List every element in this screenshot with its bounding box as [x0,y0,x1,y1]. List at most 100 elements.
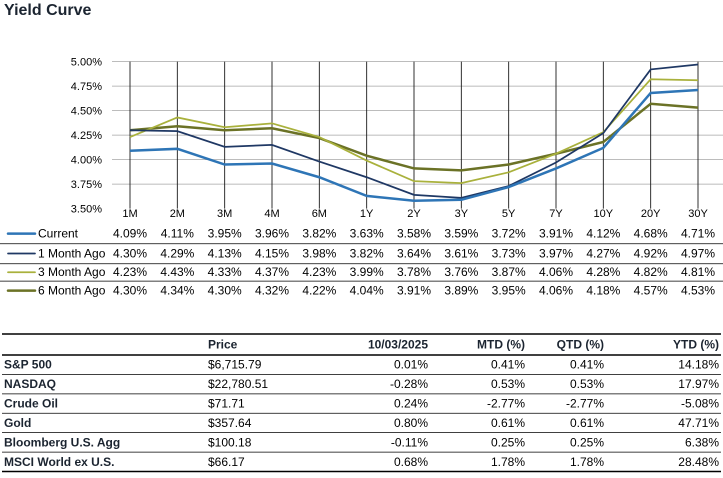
svg-text:3.61%: 3.61% [444,247,478,261]
svg-text:Gold: Gold [4,416,31,430]
svg-text:4.27%: 4.27% [586,247,620,261]
svg-text:-5.08%: -5.08% [681,397,719,411]
svg-text:-2.77%: -2.77% [566,397,604,411]
svg-text:4.57%: 4.57% [634,284,668,298]
svg-text:3.64%: 3.64% [397,247,431,261]
svg-text:1.78%: 1.78% [491,455,525,469]
svg-text:10/03/2025: 10/03/2025 [368,338,428,352]
svg-text:-0.11%: -0.11% [391,435,428,449]
svg-text:1 Month Ago: 1 Month Ago [38,247,106,261]
svg-text:4.29%: 4.29% [160,247,194,261]
svg-text:4.82%: 4.82% [634,265,668,279]
svg-text:4.34%: 4.34% [160,284,194,298]
svg-text:$66.17: $66.17 [208,455,245,469]
svg-text:4.11%: 4.11% [161,227,194,241]
svg-text:3 Month Ago: 3 Month Ago [38,265,106,279]
svg-text:6 Month Ago: 6 Month Ago [38,284,106,298]
svg-text:3.89%: 3.89% [444,284,478,298]
svg-text:MTD (%): MTD (%) [477,338,525,352]
svg-text:0.41%: 0.41% [491,358,525,372]
svg-text:-0.28%: -0.28% [390,377,428,391]
svg-text:$6,715.79: $6,715.79 [208,358,262,372]
svg-text:4.06%: 4.06% [539,284,573,298]
svg-text:0.53%: 0.53% [570,377,604,391]
svg-text:4.81%: 4.81% [681,265,715,279]
svg-text:4.71%: 4.71% [681,227,715,241]
svg-text:4.97%: 4.97% [681,247,715,261]
svg-text:4.53%: 4.53% [681,284,715,298]
svg-text:4.09%: 4.09% [113,227,147,241]
svg-text:0.41%: 0.41% [570,358,604,372]
svg-text:4.30%: 4.30% [113,247,147,261]
svg-text:0.80%: 0.80% [394,416,428,430]
svg-text:3.75%: 3.75% [71,179,102,191]
svg-text:4.43%: 4.43% [160,265,194,279]
svg-text:Crude Oil: Crude Oil [4,397,58,411]
svg-text:4.50%: 4.50% [71,106,102,118]
svg-text:Price: Price [208,338,238,352]
svg-text:3.76%: 3.76% [444,265,478,279]
svg-text:6.38%: 6.38% [685,435,719,449]
svg-text:3.91%: 3.91% [539,227,573,241]
svg-text:MSCI World ex U.S.: MSCI World ex U.S. [4,455,114,469]
svg-text:0.68%: 0.68% [394,455,428,469]
svg-text:3.87%: 3.87% [492,265,526,279]
svg-text:1.78%: 1.78% [570,455,604,469]
svg-text:$357.64: $357.64 [208,416,252,430]
svg-text:-2.77%: -2.77% [487,397,525,411]
svg-text:0.61%: 0.61% [570,416,604,430]
svg-text:0.25%: 0.25% [570,435,604,449]
svg-text:4.18%: 4.18% [586,284,620,298]
svg-text:4.32%: 4.32% [255,284,289,298]
svg-text:3.59%: 3.59% [444,227,478,241]
svg-text:17.97%: 17.97% [678,377,719,391]
svg-text:0.61%: 0.61% [491,416,525,430]
svg-text:S&P 500: S&P 500 [4,358,52,372]
svg-text:0.25%: 0.25% [491,435,525,449]
svg-text:3.98%: 3.98% [302,247,336,261]
svg-text:0.01%: 0.01% [394,358,428,372]
svg-text:3.73%: 3.73% [492,247,526,261]
svg-text:4.92%: 4.92% [634,247,668,261]
svg-text:4.04%: 4.04% [350,284,384,298]
svg-text:3.58%: 3.58% [397,227,431,241]
svg-text:3.95%: 3.95% [492,284,526,298]
svg-text:5.00%: 5.00% [71,57,102,69]
svg-text:Bloomberg U.S. Agg: Bloomberg U.S. Agg [4,435,120,449]
svg-text:4.30%: 4.30% [113,284,147,298]
svg-text:4.28%: 4.28% [586,265,620,279]
svg-text:4.25%: 4.25% [71,130,102,142]
svg-text:3.95%: 3.95% [208,227,242,241]
svg-text:0.24%: 0.24% [394,397,428,411]
svg-text:$100.18: $100.18 [208,435,252,449]
svg-text:$71.71: $71.71 [208,397,245,411]
svg-text:4.23%: 4.23% [302,265,336,279]
svg-text:4.13%: 4.13% [208,247,242,261]
svg-text:4.68%: 4.68% [634,227,668,241]
svg-text:28.48%: 28.48% [678,455,719,469]
svg-text:47.71%: 47.71% [678,416,719,430]
svg-text:4.30%: 4.30% [208,284,242,298]
svg-text:4.75%: 4.75% [71,81,102,93]
svg-text:3.78%: 3.78% [397,265,431,279]
svg-text:3.63%: 3.63% [350,227,384,241]
svg-text:3.96%: 3.96% [255,227,289,241]
svg-text:Current: Current [38,227,79,241]
svg-text:3.82%: 3.82% [302,227,336,241]
svg-text:4.12%: 4.12% [586,227,620,241]
svg-text:0.53%: 0.53% [491,377,525,391]
svg-text:4.23%: 4.23% [113,265,147,279]
svg-text:3.91%: 3.91% [397,284,431,298]
svg-text:3.82%: 3.82% [350,247,384,261]
svg-text:3.99%: 3.99% [350,265,384,279]
svg-text:4.15%: 4.15% [255,247,289,261]
svg-text:NASDAQ: NASDAQ [4,377,56,391]
svg-text:4.00%: 4.00% [71,155,102,167]
svg-text:4.22%: 4.22% [302,284,336,298]
svg-text:4.33%: 4.33% [208,265,242,279]
svg-text:4.06%: 4.06% [539,265,573,279]
svg-text:14.18%: 14.18% [678,358,719,372]
svg-text:4.37%: 4.37% [255,265,289,279]
svg-text:QTD (%): QTD (%) [557,338,604,352]
svg-text:3.72%: 3.72% [492,227,526,241]
